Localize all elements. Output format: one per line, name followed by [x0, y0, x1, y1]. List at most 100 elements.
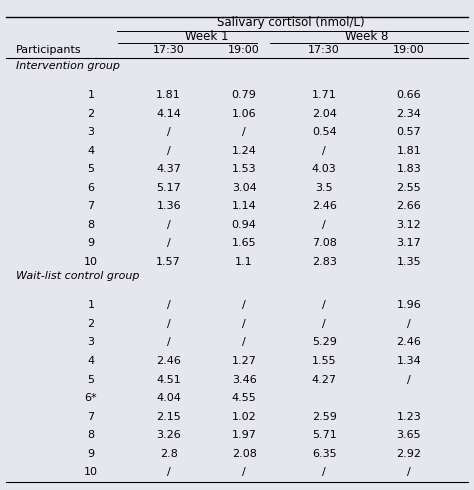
- Text: /: /: [322, 300, 326, 311]
- Text: 1.23: 1.23: [397, 412, 421, 421]
- Text: /: /: [167, 467, 171, 477]
- Text: 1: 1: [87, 300, 94, 311]
- Text: Wait-list control group: Wait-list control group: [16, 271, 139, 281]
- Text: 0.66: 0.66: [397, 90, 421, 100]
- Text: Participants: Participants: [16, 45, 81, 55]
- Text: 2.55: 2.55: [397, 183, 421, 193]
- Text: 6*: 6*: [84, 393, 97, 403]
- Text: 17:30: 17:30: [308, 45, 340, 55]
- Text: 5.29: 5.29: [312, 338, 337, 347]
- Text: 1.14: 1.14: [232, 201, 256, 211]
- Text: 4.04: 4.04: [156, 393, 181, 403]
- Text: 1.35: 1.35: [397, 257, 421, 267]
- Text: /: /: [407, 319, 411, 329]
- Text: Week 1: Week 1: [184, 30, 228, 43]
- Text: 7: 7: [87, 201, 94, 211]
- Text: 5.17: 5.17: [156, 183, 181, 193]
- Text: 1.65: 1.65: [232, 239, 256, 248]
- Text: 2.46: 2.46: [312, 201, 337, 211]
- Text: 1.24: 1.24: [232, 146, 256, 156]
- Text: 1.96: 1.96: [397, 300, 421, 311]
- Text: 2.08: 2.08: [232, 448, 256, 459]
- Text: 1.02: 1.02: [232, 412, 256, 421]
- Text: 1.36: 1.36: [156, 201, 181, 211]
- Text: 1.53: 1.53: [232, 164, 256, 174]
- Text: /: /: [407, 374, 411, 385]
- Text: 9: 9: [87, 239, 94, 248]
- Text: /: /: [407, 467, 411, 477]
- Text: 2: 2: [87, 109, 94, 119]
- Text: 3.46: 3.46: [232, 374, 256, 385]
- Text: 8: 8: [87, 430, 94, 440]
- Text: /: /: [322, 319, 326, 329]
- Text: Salivary cortisol (nmol/L): Salivary cortisol (nmol/L): [218, 16, 365, 29]
- Text: 3: 3: [87, 338, 94, 347]
- Text: 4: 4: [87, 146, 94, 156]
- Text: /: /: [167, 319, 171, 329]
- Text: /: /: [167, 338, 171, 347]
- Text: 3.12: 3.12: [397, 220, 421, 230]
- Text: 7: 7: [87, 412, 94, 421]
- Text: 3.5: 3.5: [315, 183, 333, 193]
- Text: 6.35: 6.35: [312, 448, 337, 459]
- Text: 2.8: 2.8: [160, 448, 178, 459]
- Text: 4.14: 4.14: [156, 109, 181, 119]
- Text: 2.92: 2.92: [396, 448, 421, 459]
- Text: /: /: [167, 239, 171, 248]
- Text: 4.27: 4.27: [312, 374, 337, 385]
- Text: 2.83: 2.83: [312, 257, 337, 267]
- Text: 0.54: 0.54: [312, 127, 337, 137]
- Text: 1: 1: [87, 90, 94, 100]
- Text: Week 8: Week 8: [345, 30, 388, 43]
- Text: 4.55: 4.55: [232, 393, 256, 403]
- Text: 2.46: 2.46: [397, 338, 421, 347]
- Text: /: /: [242, 467, 246, 477]
- Text: 1.27: 1.27: [232, 356, 256, 366]
- Text: 1.34: 1.34: [397, 356, 421, 366]
- Text: 19:00: 19:00: [228, 45, 260, 55]
- Text: 2: 2: [87, 319, 94, 329]
- Text: 1.71: 1.71: [312, 90, 337, 100]
- Text: 4.03: 4.03: [312, 164, 337, 174]
- Text: /: /: [242, 300, 246, 311]
- Text: /: /: [322, 467, 326, 477]
- Text: 1.81: 1.81: [156, 90, 181, 100]
- Text: 2.66: 2.66: [397, 201, 421, 211]
- Text: 3.65: 3.65: [397, 430, 421, 440]
- Text: /: /: [242, 319, 246, 329]
- Text: 3.17: 3.17: [397, 239, 421, 248]
- Text: 2.15: 2.15: [156, 412, 181, 421]
- Text: 2.59: 2.59: [312, 412, 337, 421]
- Text: Intervention group: Intervention group: [16, 61, 119, 71]
- Text: 17:30: 17:30: [153, 45, 184, 55]
- Text: 5: 5: [87, 374, 94, 385]
- Text: 1.81: 1.81: [397, 146, 421, 156]
- Text: 1.55: 1.55: [312, 356, 337, 366]
- Text: 6: 6: [87, 183, 94, 193]
- Text: 5.71: 5.71: [312, 430, 337, 440]
- Text: 4: 4: [87, 356, 94, 366]
- Text: /: /: [167, 220, 171, 230]
- Text: 0.94: 0.94: [232, 220, 256, 230]
- Text: 9: 9: [87, 448, 94, 459]
- Text: 4.37: 4.37: [156, 164, 181, 174]
- Text: 1.1: 1.1: [235, 257, 253, 267]
- Text: /: /: [167, 127, 171, 137]
- Text: 2.46: 2.46: [156, 356, 181, 366]
- Text: 1.06: 1.06: [232, 109, 256, 119]
- Text: 1.57: 1.57: [156, 257, 181, 267]
- Text: 3.26: 3.26: [156, 430, 181, 440]
- Text: 3.04: 3.04: [232, 183, 256, 193]
- Text: 8: 8: [87, 220, 94, 230]
- Text: /: /: [242, 127, 246, 137]
- Text: 10: 10: [84, 257, 98, 267]
- Text: /: /: [322, 146, 326, 156]
- Text: 7.08: 7.08: [312, 239, 337, 248]
- Text: 1.83: 1.83: [397, 164, 421, 174]
- Text: 3: 3: [87, 127, 94, 137]
- Text: /: /: [322, 220, 326, 230]
- Text: /: /: [242, 338, 246, 347]
- Text: 0.57: 0.57: [397, 127, 421, 137]
- Text: 2.34: 2.34: [397, 109, 421, 119]
- Text: 19:00: 19:00: [393, 45, 425, 55]
